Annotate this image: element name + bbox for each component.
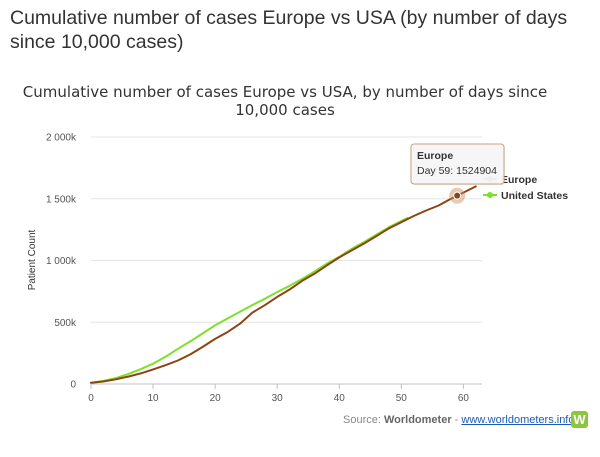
y-tick-label: 1 500k [46, 194, 77, 205]
y-axis-title: Patient Count [27, 229, 38, 290]
source-credit: Source: Worldometer - www.worldometers.i… [343, 414, 574, 426]
tooltip-box [410, 143, 505, 185]
source-prefix: Source: [343, 414, 384, 426]
legend-label: Europe [501, 174, 537, 186]
x-tick-label: 0 [88, 393, 94, 404]
grid [91, 136, 482, 323]
x-tick-label: 30 [272, 393, 284, 404]
x-tick-label: 40 [334, 393, 346, 404]
tooltip-series-name: Europe [417, 150, 453, 162]
x-tick-label: 50 [396, 393, 408, 404]
legend-marker [487, 192, 493, 198]
series-line-united-states[interactable] [90, 216, 409, 384]
y-tick-label: 500k [54, 318, 77, 329]
y-tick-label: 0 [70, 380, 76, 391]
source-separator: - [451, 414, 462, 426]
chart-title-line-2: 10,000 cases [235, 101, 335, 119]
x-tick-label: 20 [210, 393, 222, 404]
x-tick-label: 60 [458, 393, 470, 404]
tooltip: Europe Day 59: 1524904 [410, 143, 505, 204]
legend-label: United States [501, 190, 568, 202]
page-title: Cumulative number of cases Europe vs USA… [10, 7, 568, 53]
series-lines [90, 185, 477, 384]
source-brand: Worldometer [383, 414, 452, 426]
legend-item-united-states[interactable]: United States [483, 190, 568, 202]
hover-point[interactable] [453, 191, 462, 200]
chart-title-line-1: Cumulative number of cases Europe vs USA… [23, 83, 547, 101]
source-link[interactable]: www.worldometers.info [461, 414, 575, 426]
worldometer-logo-icon[interactable]: W [571, 411, 588, 428]
x-tick-label: 10 [148, 393, 160, 404]
series-line-europe[interactable] [90, 185, 477, 384]
tooltip-value: Day 59: 1524904 [417, 165, 497, 177]
axes: 0 500k 1 000k 1 500k 2 000k 0 10 20 30 40 50 60 [46, 133, 482, 404]
y-tick-label: 1 000k [46, 256, 77, 267]
y-tick-label: 2 000k [46, 133, 77, 144]
